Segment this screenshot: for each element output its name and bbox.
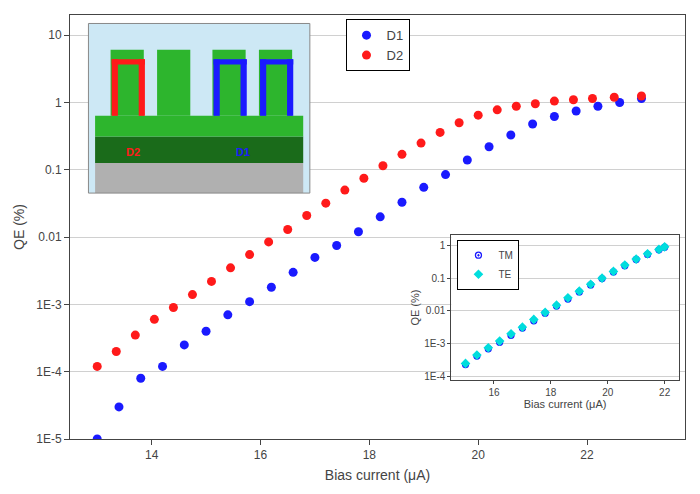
svg-text:18: 18 — [545, 387, 557, 398]
svg-text:1: 1 — [55, 96, 62, 110]
svg-text:1E-3: 1E-3 — [36, 298, 62, 312]
svg-text:22: 22 — [580, 448, 594, 462]
svg-text:18: 18 — [363, 448, 377, 462]
svg-text:16: 16 — [488, 387, 500, 398]
svg-text:20: 20 — [472, 448, 486, 462]
svg-text:D2: D2 — [387, 48, 404, 63]
svg-text:QE (%): QE (%) — [409, 290, 421, 326]
svg-text:D2: D2 — [126, 146, 140, 158]
svg-text:TM: TM — [498, 250, 512, 261]
svg-text:20: 20 — [602, 387, 614, 398]
svg-text:10: 10 — [48, 28, 62, 42]
svg-text:0.01: 0.01 — [426, 305, 446, 316]
svg-text:22: 22 — [659, 387, 671, 398]
svg-text:TE: TE — [498, 269, 511, 280]
svg-text:16: 16 — [254, 448, 268, 462]
svg-text:14: 14 — [145, 448, 159, 462]
svg-text:0.1: 0.1 — [431, 273, 445, 284]
svg-text:Bias current (μA): Bias current (μA) — [325, 467, 430, 483]
svg-text:D1: D1 — [387, 28, 404, 43]
svg-text:0.1: 0.1 — [45, 163, 62, 177]
svg-text:1E-3: 1E-3 — [424, 338, 446, 349]
svg-text:QE (%): QE (%) — [11, 204, 27, 250]
svg-text:1E-4: 1E-4 — [424, 371, 446, 382]
svg-text:0.01: 0.01 — [38, 230, 62, 244]
svg-text:1: 1 — [440, 240, 446, 251]
svg-text:Bias current (μA): Bias current (μA) — [524, 398, 607, 410]
svg-text:D1: D1 — [236, 146, 250, 158]
svg-text:1E-5: 1E-5 — [36, 432, 62, 446]
svg-text:1E-4: 1E-4 — [36, 365, 62, 379]
